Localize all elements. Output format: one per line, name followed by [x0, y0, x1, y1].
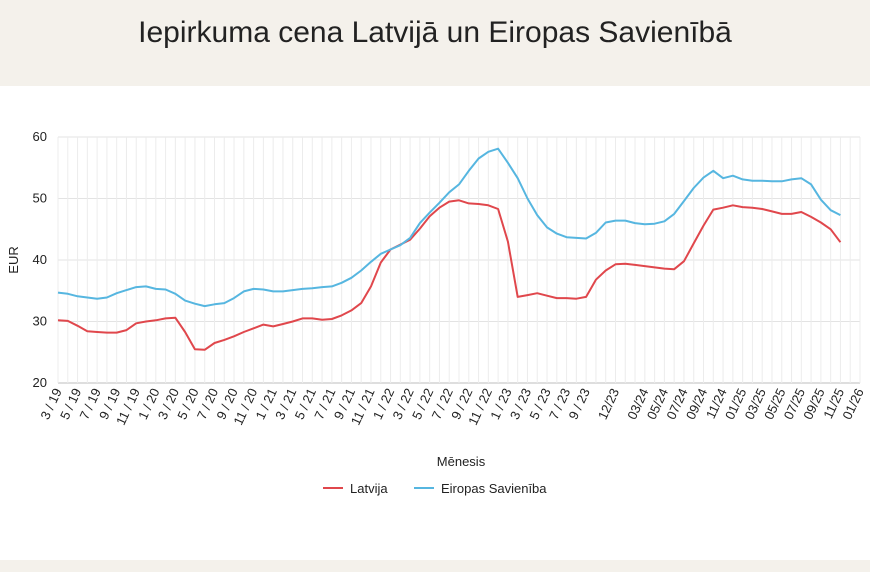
- series-line-1: [57, 147, 841, 308]
- legend-label-1: Eiropas Savienība: [441, 481, 547, 496]
- x-axis-label: Mēnesis: [437, 454, 486, 469]
- y-axis-label: EUR: [6, 246, 21, 273]
- y-tick-label: 60: [33, 129, 47, 144]
- y-axis-ticks: 20 30 40 50 60: [33, 129, 47, 390]
- footer-band: [0, 560, 870, 572]
- series-line-0: [57, 199, 842, 351]
- y-tick-label: 30: [33, 314, 47, 329]
- y-tick-label: 40: [33, 252, 47, 267]
- y-tick-label: 20: [33, 375, 47, 390]
- legend: Latvija Eiropas Savienība: [323, 481, 547, 496]
- chart-title: Iepirkuma cena Latvijā un Eiropas Savien…: [138, 16, 732, 49]
- grid-lines: [57, 136, 861, 384]
- title-banner: Iepirkuma cena Latvijā un Eiropas Savien…: [0, 0, 870, 86]
- x-tick-label: 12/23: [595, 386, 622, 422]
- series-lines: [57, 147, 842, 351]
- legend-label-0: Latvija: [350, 481, 388, 496]
- y-tick-label: 50: [33, 191, 47, 206]
